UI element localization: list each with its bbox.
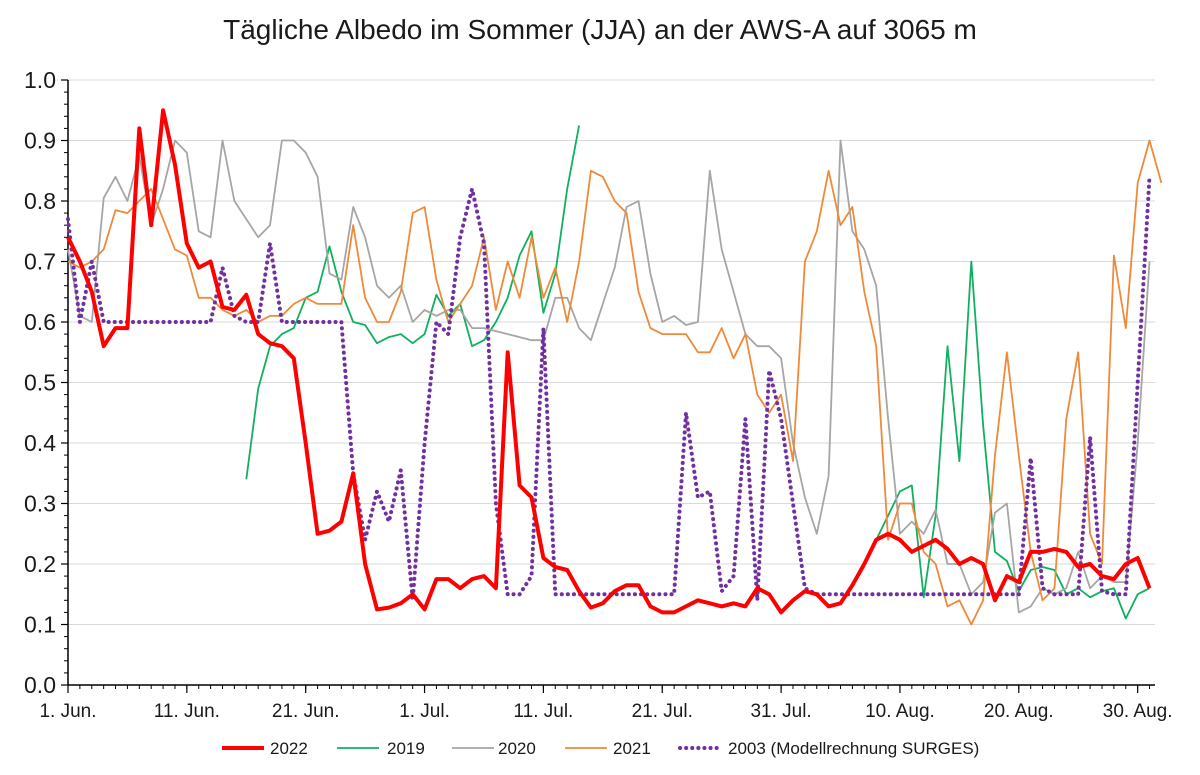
x-tick-label-5: 21. Jul.	[632, 701, 693, 722]
y-tick-label-0: 0.0	[24, 672, 56, 698]
y-tick-label-8: 0.8	[24, 188, 56, 214]
legend-label-2019: 2019	[387, 739, 425, 758]
chart-title: Tägliche Albedo im Sommer (JJA) an der A…	[223, 14, 977, 45]
legend-label-2003-modellrechnung-surges: 2003 (Modellrechnung SURGES)	[728, 739, 979, 758]
y-tick-label-10: 1.0	[24, 67, 56, 93]
y-tick-label-2: 0.2	[24, 551, 56, 577]
y-tick-label-6: 0.6	[24, 309, 56, 335]
x-tick-label-9: 30. Aug.	[1103, 701, 1173, 722]
series-line-2020	[67, 139, 1151, 614]
x-tick-label-1: 11. Jun.	[154, 701, 220, 722]
series-line-2003-modellrechnung-surges	[66, 174, 1152, 603]
x-tick-label-4: 11. Jul.	[513, 701, 573, 722]
legend-label-2020: 2020	[498, 739, 536, 758]
y-tick-label-1: 0.1	[24, 612, 56, 638]
x-tick-label-7: 10. Aug.	[865, 701, 935, 722]
y-tick-label-9: 0.9	[24, 128, 56, 154]
y-tick-label-4: 0.4	[24, 430, 56, 456]
x-tick-label-6: 31. Jul.	[750, 701, 811, 722]
x-tick-label-3: 1. Jul.	[399, 701, 450, 722]
y-tick-label-5: 0.5	[24, 370, 56, 396]
x-tick-label-0: 1. Jun.	[39, 701, 96, 722]
series-line-2019	[245, 125, 580, 480]
y-tick-label-3: 0.3	[24, 491, 56, 517]
y-tick-label-7: 0.7	[24, 249, 56, 275]
legend-label-2022: 2022	[270, 739, 308, 758]
series-line-2022	[66, 108, 1152, 615]
legend-label-2021: 2021	[613, 739, 651, 758]
series-line-2019-segment-2	[875, 260, 1150, 620]
x-tick-label-2: 21. Jun.	[272, 701, 340, 722]
x-tick-label-8: 20. Aug.	[984, 701, 1054, 722]
